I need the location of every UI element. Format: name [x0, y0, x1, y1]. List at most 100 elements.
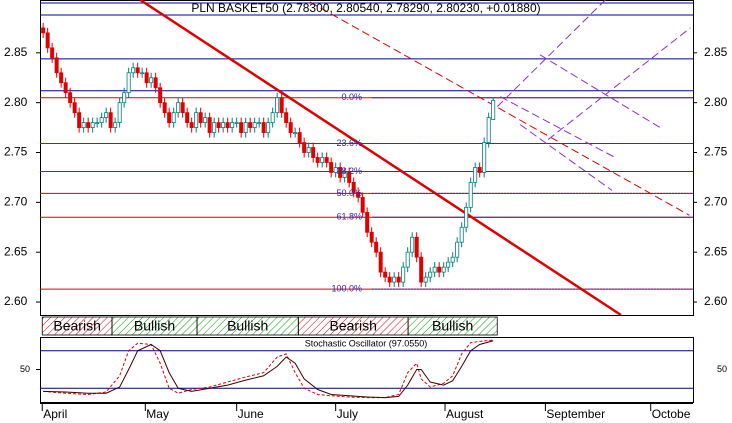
- y-tick-label-right: 2.85: [704, 45, 728, 59]
- y-tick-label: 2.80: [4, 95, 28, 109]
- candle-body: [207, 117, 212, 133]
- candle-body: [324, 157, 329, 163]
- x-tick-label: September: [546, 407, 605, 421]
- candle-body: [176, 102, 181, 114]
- candle-body: [189, 122, 194, 128]
- y-tick-label-right: 2.75: [704, 145, 728, 159]
- y-tick-label-right: 2.70: [704, 195, 728, 209]
- candle-body: [423, 276, 428, 283]
- candle-body: [144, 72, 149, 84]
- candle-body: [275, 97, 280, 114]
- candle-body: [95, 122, 100, 125]
- candle-body: [54, 57, 59, 74]
- trendline: [496, 0, 606, 108]
- candle-body: [450, 256, 455, 263]
- candle-body: [117, 102, 122, 124]
- candle-body: [329, 162, 334, 173]
- candle-body: [131, 67, 136, 74]
- candle-body: [86, 122, 91, 128]
- trendline: [139, 0, 622, 315]
- candle-body: [153, 77, 158, 89]
- candle-body: [45, 32, 50, 49]
- candle-body: [72, 102, 77, 114]
- candle-body: [252, 122, 257, 128]
- candle-body: [315, 157, 320, 163]
- stochastic-tick-label: 50: [20, 364, 30, 374]
- candle-body: [468, 182, 473, 208]
- candle-body: [473, 167, 478, 183]
- y-tick-label: 2.75: [4, 145, 28, 159]
- y-tick-label: 2.70: [4, 195, 28, 209]
- trendline: [500, 96, 616, 158]
- candle-body: [311, 147, 316, 158]
- candle-body: [491, 99, 496, 121]
- candle-body: [257, 122, 262, 125]
- candle-body: [333, 167, 338, 173]
- candle-body: [279, 97, 284, 114]
- candle-body: [459, 226, 464, 243]
- candle-body: [396, 276, 401, 283]
- candle-body: [405, 251, 410, 268]
- zone-label: Bearish: [53, 318, 100, 334]
- trendline: [519, 124, 613, 191]
- candle-body: [347, 172, 352, 183]
- y-tick-label: 2.85: [4, 45, 28, 59]
- candle-body: [401, 266, 406, 283]
- candle-body: [248, 122, 253, 128]
- candle-body: [297, 132, 302, 143]
- stochastic-line: [43, 340, 494, 399]
- candle-body: [392, 276, 397, 283]
- candle-body: [63, 82, 68, 94]
- candle-body: [284, 112, 289, 124]
- candle-body: [77, 112, 82, 128]
- candle-body: [293, 132, 298, 134]
- candle-body: [243, 122, 248, 133]
- candle-body: [338, 167, 343, 178]
- candle-body: [180, 102, 185, 114]
- zone-label: Bullish: [227, 318, 268, 334]
- candle-body: [342, 172, 347, 178]
- candle-body: [198, 112, 203, 124]
- candle-body: [230, 122, 235, 128]
- stochastic-frame: [40, 337, 694, 403]
- candle-body: [378, 251, 383, 273]
- fib-label: 0.0%: [341, 92, 362, 102]
- x-tick-label: May: [146, 407, 169, 421]
- x-tick-label: April: [43, 407, 67, 421]
- candle-body: [185, 112, 190, 124]
- candle-body: [306, 147, 311, 153]
- candle-body: [270, 112, 275, 124]
- candle-body: [477, 167, 482, 173]
- candle-body: [365, 211, 370, 233]
- candle-body: [167, 112, 172, 124]
- candle-body: [212, 122, 217, 133]
- candle-body: [261, 122, 266, 133]
- y-tick-label-right: 2.80: [704, 95, 728, 109]
- candle-body: [302, 142, 307, 153]
- candle-body: [410, 236, 415, 253]
- trendline: [309, 1, 690, 216]
- candle-body: [351, 182, 356, 193]
- candle-body: [162, 102, 167, 114]
- fib-label: 38.2%: [336, 166, 362, 176]
- candle-body: [171, 112, 176, 124]
- price-frame: [40, 0, 694, 316]
- chart-title: PLN BASKET50 (2.78300, 2.80540, 2.78290,…: [191, 1, 540, 15]
- candle-body: [216, 122, 221, 128]
- y-tick-label: 2.65: [4, 244, 28, 258]
- candle-body: [194, 112, 199, 128]
- candle-body: [158, 87, 163, 104]
- stochastic-title: Stochastic Oscillator (97.0550): [305, 338, 428, 348]
- candle-body: [104, 112, 109, 119]
- candle-body: [419, 256, 424, 283]
- candle-body: [369, 231, 374, 243]
- y-tick-label: 2.60: [4, 294, 28, 308]
- zone-label: Bullish: [134, 318, 175, 334]
- trendline: [547, 27, 691, 140]
- x-tick-label: August: [446, 407, 484, 421]
- candle-body: [68, 92, 73, 104]
- candle-body: [59, 72, 64, 84]
- zone-label: Bullish: [432, 318, 473, 334]
- candle-body: [482, 142, 487, 173]
